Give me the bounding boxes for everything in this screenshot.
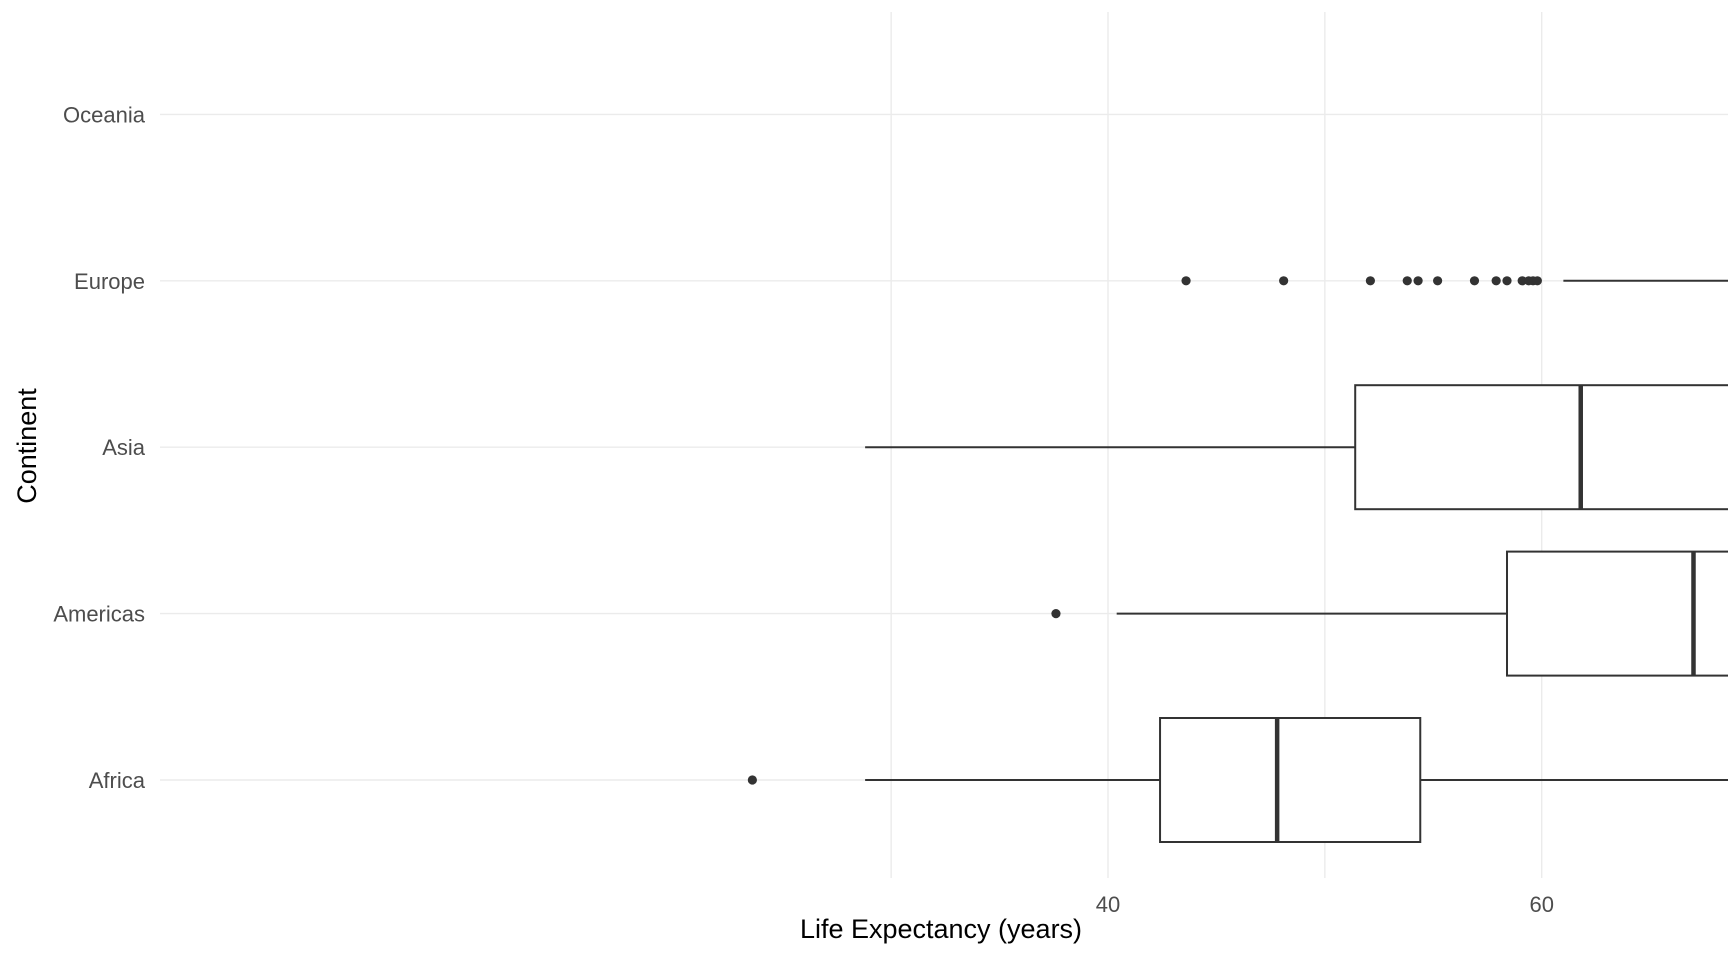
- iqr-box: [1506, 550, 1728, 677]
- box-africa: [747, 717, 1728, 843]
- box-europe: [1181, 276, 1728, 286]
- labels-layer: 406080AfricaAmericasAsiaEuropeOceania: [53, 102, 1554, 917]
- iqr-box: [1354, 384, 1728, 511]
- y-tick-label: Americas: [53, 602, 145, 627]
- box-asia: [865, 384, 1728, 511]
- y-tick-label: Europe: [74, 269, 145, 294]
- marks-layer: [747, 276, 1728, 843]
- x-axis-title: Life Expectancy (years): [800, 914, 1082, 944]
- outlier-point: [1491, 276, 1501, 286]
- outlier-point: [1413, 276, 1423, 286]
- outlier-point: [1469, 276, 1480, 286]
- outlier-point: [1502, 276, 1512, 286]
- y-axis-title: Continent: [12, 388, 42, 504]
- y-tick-label: Asia: [102, 435, 146, 460]
- outlier-point: [1365, 276, 1375, 286]
- outlier-point: [1279, 276, 1289, 286]
- x-tick-label: 60: [1529, 892, 1553, 917]
- y-tick-label: Africa: [89, 768, 146, 793]
- x-tick-label: 40: [1096, 892, 1120, 917]
- outlier-point: [1402, 276, 1412, 286]
- outlier-point: [747, 775, 757, 785]
- outlier-point: [1181, 276, 1191, 286]
- y-tick-label: Oceania: [63, 102, 146, 127]
- outlier-point: [1532, 276, 1542, 286]
- box-americas: [1051, 550, 1728, 677]
- outlier-point: [1051, 609, 1061, 619]
- iqr-box: [1159, 717, 1422, 843]
- outlier-point: [1517, 276, 1527, 286]
- outlier-point: [1433, 276, 1443, 286]
